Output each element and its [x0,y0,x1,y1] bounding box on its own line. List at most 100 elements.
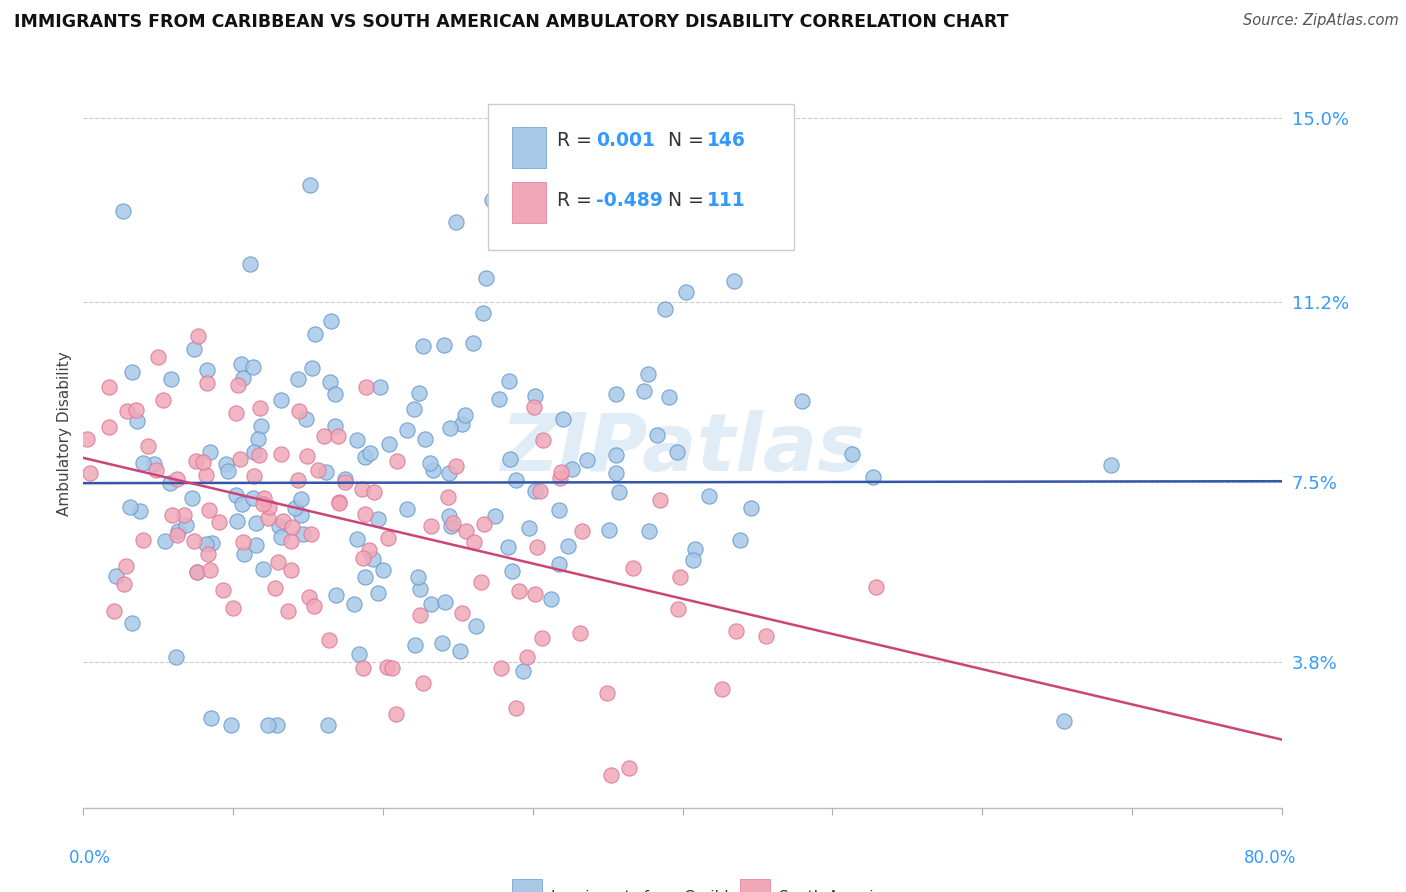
Point [470,575,492,590]
Point [270,447,292,461]
Point [252,497,274,511]
Point [353,450,375,464]
Point [472,517,495,532]
Point [239,257,262,271]
Point [132,456,155,470]
Point [367,585,389,599]
Point [145,463,167,477]
Point [352,551,374,566]
Point [596,686,619,700]
Point [526,540,548,554]
Point [225,407,247,421]
Point [384,706,406,721]
Point [451,417,474,431]
Point [638,524,661,539]
Point [740,500,762,515]
Text: 0.0%: 0.0% [69,849,111,867]
Point [242,469,264,483]
Point [367,512,389,526]
Point [215,457,238,471]
Point [221,601,243,615]
Point [121,616,143,631]
Point [375,660,398,674]
Point [371,563,394,577]
Point [605,449,627,463]
Point [153,534,176,549]
Point [508,583,530,598]
Point [152,392,174,407]
Point [299,527,322,541]
Point [666,602,689,616]
Point [290,491,312,506]
Point [363,485,385,500]
Point [553,412,575,426]
Point [148,350,170,364]
Point [548,557,571,571]
Point [245,516,267,530]
Point [160,508,183,523]
Point [433,337,456,351]
Point [498,540,520,554]
Point [353,661,375,675]
Point [669,570,692,584]
Point [710,681,733,696]
Point [446,215,468,229]
Point [841,446,863,460]
Text: IMMIGRANTS FROM CARIBBEAN VS SOUTH AMERICAN AMBULATORY DISABILITY CORRELATION CH: IMMIGRANTS FROM CARIBBEAN VS SOUTH AMERI… [14,13,1008,31]
Point [406,570,429,584]
Point [645,428,668,442]
Point [159,475,181,490]
FancyBboxPatch shape [512,127,546,168]
Point [166,528,188,542]
Text: ZIPatlas: ZIPatlas [501,409,865,488]
Point [267,519,290,533]
Point [217,465,239,479]
Point [422,463,444,477]
Point [548,471,571,485]
Point [454,408,477,422]
Point [523,401,546,415]
FancyBboxPatch shape [512,879,543,892]
Point [212,583,235,598]
Point [346,532,368,546]
Point [434,595,457,609]
Point [517,521,540,535]
Point [288,404,311,418]
Text: Immigrants from Caribbean: Immigrants from Caribbean [551,890,762,892]
Point [252,562,274,576]
Point [395,502,418,516]
Point [112,577,135,591]
Point [186,566,208,580]
Point [328,495,350,509]
Point [569,626,592,640]
Point [312,429,335,443]
Point [491,661,513,675]
Point [862,470,884,484]
Point [561,461,583,475]
Point [280,563,302,577]
Point [270,530,292,544]
Point [233,548,256,562]
Point [181,491,204,505]
Point [359,446,381,460]
Y-axis label: Ambulatory Disability: Ambulatory Disability [58,351,72,516]
Point [200,711,222,725]
Point [724,624,747,638]
Text: 111: 111 [707,191,745,210]
Point [325,386,347,401]
Point [195,537,218,551]
Text: R =: R = [557,131,598,150]
Point [328,496,350,510]
Point [287,372,309,386]
Point [165,649,187,664]
Point [257,718,280,732]
Point [432,636,454,650]
Point [257,511,280,525]
Point [231,357,253,371]
Text: R =: R = [557,191,598,210]
Point [524,587,547,601]
Point [505,700,527,714]
Text: 146: 146 [707,131,745,150]
Point [409,608,432,623]
Point [648,493,671,508]
